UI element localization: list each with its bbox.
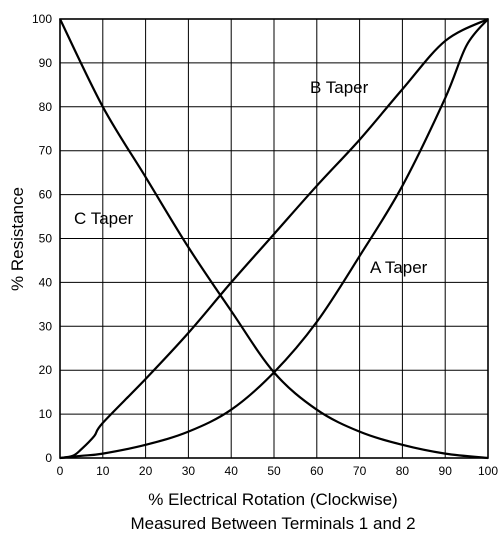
x-tick-label: 60 [310,464,324,478]
x-tick-label: 100 [478,464,498,478]
y-tick-label: 80 [39,100,53,114]
y-tick-label: 40 [39,275,53,289]
tick-labels: 0 10 20 30 40 50 60 70 80 90 100 0 10 20 30 40 50 60 70 80 9… [32,12,498,478]
series-line-a-taper [59,18,489,460]
y-tick-label: 100 [32,12,52,26]
y-tick-label: 90 [39,56,53,70]
plot-frame [59,18,489,459]
x-tick-label: 80 [396,464,410,478]
x-tick-label: 10 [96,464,110,478]
series-line-c-taper [59,18,489,460]
x-tick-label: 30 [182,464,196,478]
y-tick-label: 50 [39,232,53,246]
x-axis-subtitle: Measured Between Terminals 1 and 2 [130,514,415,533]
y-tick-label: 70 [39,144,53,158]
curves [59,18,489,460]
series-label-a-taper: A Taper [370,258,428,277]
x-tick-label: 40 [225,464,239,478]
y-tick-label: 60 [39,188,53,202]
series-line-b-taper [59,18,489,460]
x-axis-title: % Electrical Rotation (Clockwise) [148,490,397,509]
plot-border [59,18,489,459]
series-label-b-taper: B Taper [310,78,369,97]
y-axis-title: % Resistance [8,187,27,291]
x-tick-label: 20 [139,464,153,478]
y-tick-label: 30 [39,319,53,333]
y-tick-label: 10 [39,407,53,421]
x-tick-label: 90 [439,464,453,478]
x-tick-label: 70 [353,464,367,478]
x-tick-label: 0 [57,464,64,478]
y-tick-label: 0 [45,451,52,465]
series-label-c-taper: C Taper [74,209,134,228]
grid [59,18,489,459]
y-tick-label: 20 [39,363,53,377]
x-tick-label: 50 [267,464,281,478]
